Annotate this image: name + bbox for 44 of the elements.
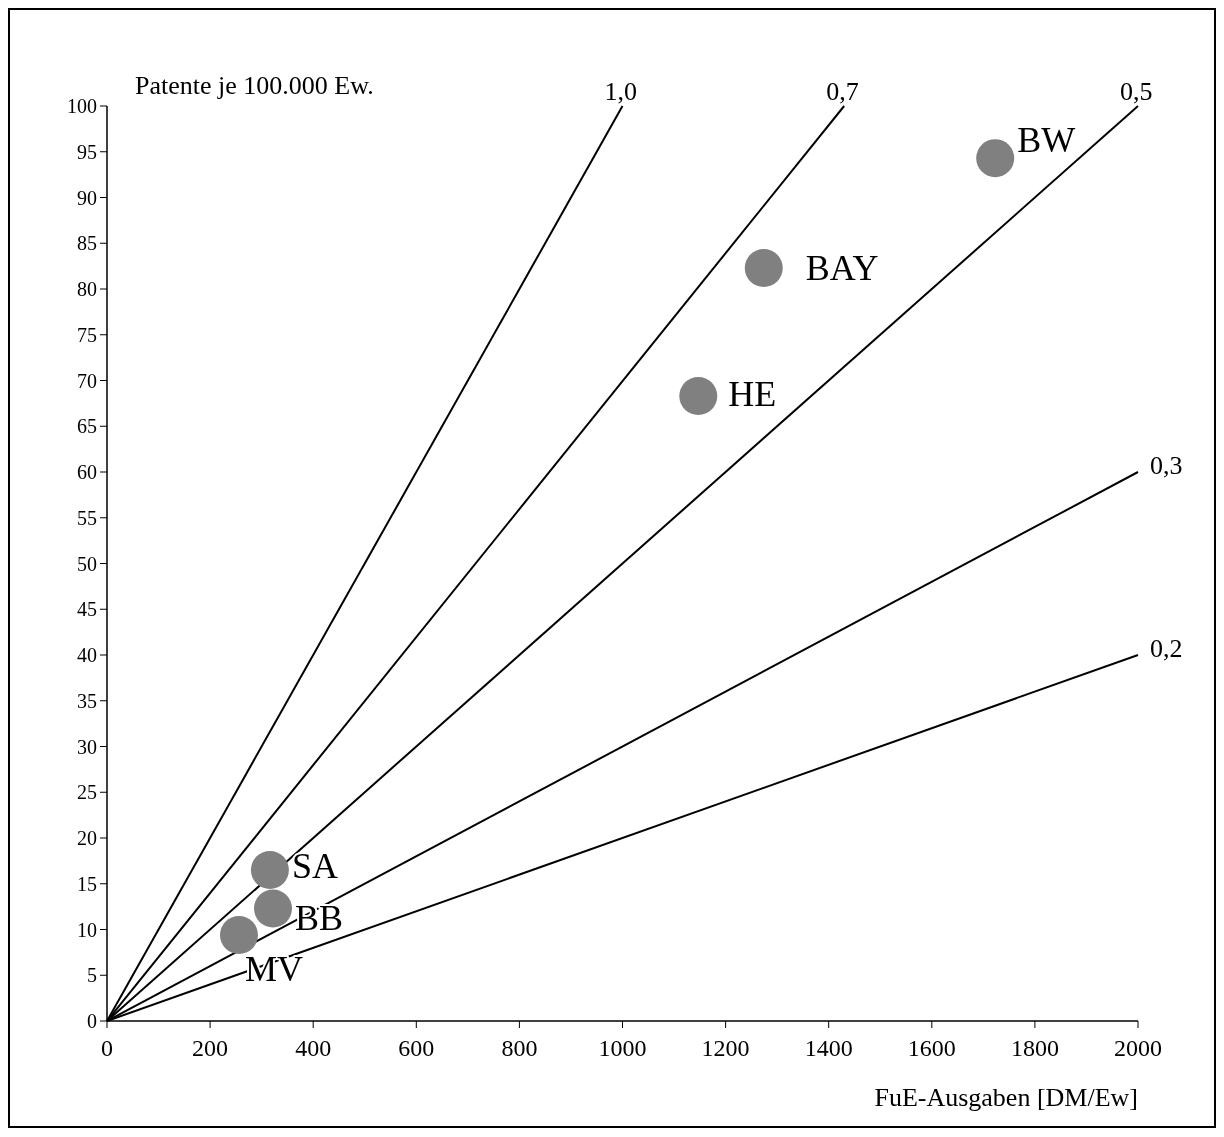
annotation: SA [291,846,338,887]
x-tick-label: 1800 [1010,1035,1059,1061]
x-tick-label: 800 [501,1035,538,1061]
x-tick-label: 200 [192,1035,229,1061]
y-tick-label: 45 [77,598,97,621]
y-tick-label: 85 [77,232,97,255]
annotation: BAY [805,247,879,288]
y-tick-label: 95 [77,140,97,163]
y-tick-label: 50 [77,552,97,575]
y-tick-label: 70 [77,369,97,392]
y-tick-label: 10 [77,918,97,941]
annotation: HE [728,374,777,415]
x-tick-label: 2000 [1114,1035,1162,1061]
y-tick-label: 25 [77,781,97,804]
y-tick-label: 60 [77,461,97,483]
y-tick-label: 55 [77,506,97,529]
y-axis-title: Patente je 100.000 Ew. [135,71,374,100]
y-tick-label: 75 [77,323,97,346]
y-tick-label: 0 [87,1010,97,1032]
series-label: 0,3 [1150,451,1183,480]
y-tick-label: 30 [77,735,97,758]
annotation: BW [1017,120,1076,161]
x-axis-title: FuE-Ausgaben [DM/Ew] [874,1083,1138,1112]
annotation: MV [244,948,303,989]
x-tick-label: 1400 [804,1035,853,1061]
x-tick-label: 600 [398,1035,435,1061]
x-tick-label: 1200 [701,1035,750,1061]
y-tick-label: 5 [87,964,97,987]
y-tick-label: 80 [77,278,97,300]
series-label: 0,7 [826,77,859,106]
series-label: 0,2 [1150,634,1183,663]
series-label: 0,5 [1120,77,1153,106]
x-tick-label: 1000 [598,1035,647,1061]
y-tick-label: 15 [77,872,97,895]
y-tick-label: 90 [77,186,97,209]
y-tick-label: 20 [77,827,97,849]
annotation: BB [294,898,344,939]
y-tick-label: 35 [77,689,97,712]
x-tick-label: 1600 [907,1035,956,1061]
y-tick-label: 100 [67,95,97,117]
y-tick-label: 40 [77,644,97,666]
y-tick-label: 65 [77,415,97,438]
series-label: 1,0 [604,77,637,106]
x-tick-label: 400 [295,1035,332,1061]
